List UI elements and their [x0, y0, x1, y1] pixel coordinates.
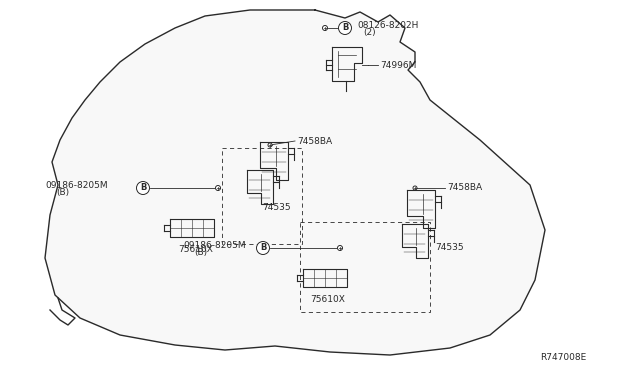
Text: B: B — [140, 183, 146, 192]
Text: B: B — [260, 244, 266, 253]
Text: 74535: 74535 — [262, 203, 291, 212]
Text: 09186-8205M: 09186-8205M — [183, 241, 246, 250]
Circle shape — [339, 22, 351, 35]
Text: (B): (B) — [194, 248, 207, 257]
Text: 74535: 74535 — [435, 244, 463, 253]
Circle shape — [323, 26, 328, 31]
Text: B: B — [342, 23, 348, 32]
Polygon shape — [45, 10, 545, 355]
Text: R747008E: R747008E — [540, 353, 586, 362]
Text: (2): (2) — [363, 29, 376, 38]
Text: 74996M: 74996M — [380, 61, 417, 70]
Circle shape — [136, 182, 150, 195]
Text: 7458BA: 7458BA — [447, 183, 482, 192]
Text: 7458BA: 7458BA — [297, 137, 332, 145]
Circle shape — [257, 241, 269, 254]
Circle shape — [216, 186, 221, 190]
Circle shape — [268, 143, 272, 147]
Text: 75610X: 75610X — [178, 246, 213, 254]
Text: 08126-8202H: 08126-8202H — [357, 20, 419, 29]
Circle shape — [413, 186, 417, 190]
Text: (B): (B) — [56, 189, 69, 198]
Text: 09186-8205M: 09186-8205M — [45, 180, 108, 189]
Text: 75610X: 75610X — [310, 295, 345, 305]
Circle shape — [337, 246, 342, 250]
